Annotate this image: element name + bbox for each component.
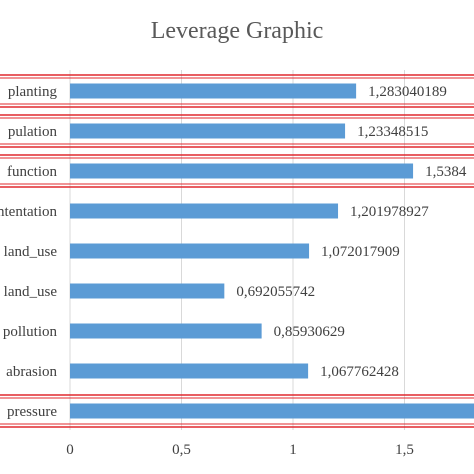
category-label: ntentation bbox=[0, 204, 57, 220]
data-label: 1,283040189 bbox=[368, 84, 447, 100]
bar bbox=[70, 163, 414, 179]
highlight-box bbox=[0, 114, 474, 148]
x-tick-label: 0 bbox=[66, 442, 74, 458]
bar bbox=[70, 83, 357, 99]
chart-title: Leverage Graphic bbox=[150, 18, 324, 44]
data-label: 1,23348515 bbox=[357, 124, 428, 140]
data-label: 1,5384 bbox=[425, 164, 467, 180]
highlight-box bbox=[0, 154, 474, 188]
bar bbox=[70, 403, 474, 419]
x-tick-label: 1,5 bbox=[395, 442, 414, 458]
bar bbox=[70, 323, 262, 339]
data-label: 0,692055742 bbox=[236, 284, 315, 300]
x-tick-label: 1 bbox=[289, 442, 297, 458]
category-label: pressure bbox=[7, 404, 57, 420]
x-tick-label: 0,5 bbox=[172, 442, 191, 458]
bar bbox=[70, 123, 346, 139]
highlight-box-inner bbox=[0, 117, 474, 145]
data-label: 1,201978927 bbox=[350, 204, 429, 220]
bar bbox=[70, 203, 339, 219]
category-label: land_use bbox=[4, 244, 58, 260]
highlight-box bbox=[0, 74, 474, 108]
category-label: planting bbox=[8, 84, 58, 100]
data-label: 1,072017909 bbox=[321, 244, 400, 260]
category-label: pollution bbox=[3, 324, 58, 340]
highlight-box-inner bbox=[0, 77, 474, 105]
category-label: pulation bbox=[8, 124, 58, 140]
highlight-box-inner bbox=[0, 397, 474, 425]
category-label: abrasion bbox=[6, 364, 57, 380]
bar bbox=[70, 363, 309, 379]
data-label: 0,85930629 bbox=[274, 324, 345, 340]
category-label: land_use bbox=[4, 284, 58, 300]
highlight-box-inner bbox=[0, 157, 474, 185]
highlight-box bbox=[0, 394, 474, 428]
category-label: function bbox=[7, 164, 57, 180]
bar bbox=[70, 243, 310, 259]
bar bbox=[70, 283, 225, 299]
data-label: 1,067762428 bbox=[320, 364, 399, 380]
